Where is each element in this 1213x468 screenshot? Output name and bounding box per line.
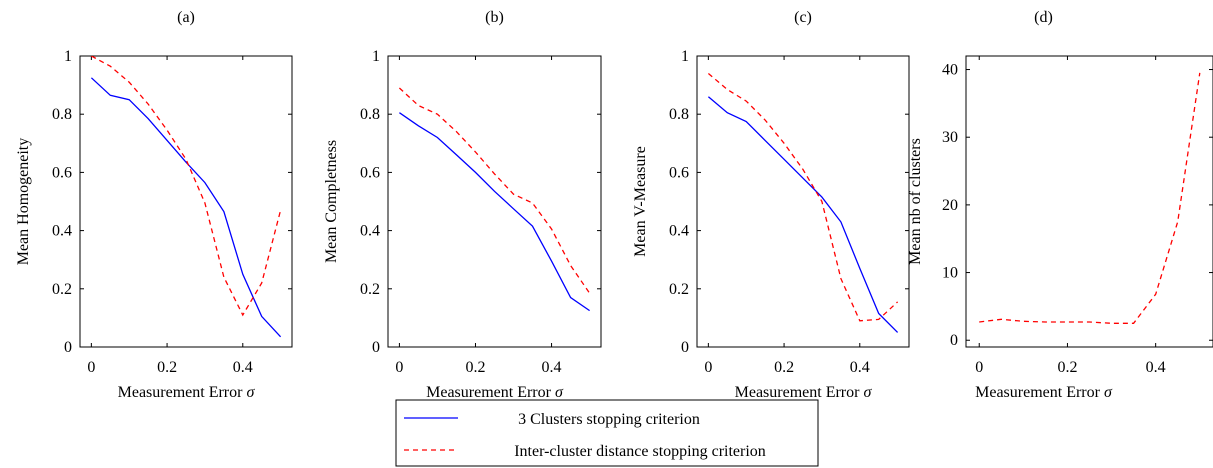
x-tick-label-0: 0 <box>704 359 712 376</box>
y-tick-label-0-4: 0.4 <box>669 223 689 240</box>
chart-title: (d) <box>1034 9 1053 26</box>
x-axis-label: Measurement Error σ <box>975 384 1113 401</box>
chart-title: (b) <box>485 9 504 26</box>
x-tick-label-0-4: 0.4 <box>850 359 870 376</box>
series-line-three-clusters <box>399 112 590 312</box>
y-tick-label-0-6: 0.6 <box>52 164 72 181</box>
chart-3: (c) 0 0.2 0.4 0 0.2 0.4 0.6 0.8 1 Measurement Erro… <box>632 9 910 401</box>
legend-label-inter-cluster: Inter-cluster distance stopping criterio… <box>514 443 766 460</box>
chart-title: (c) <box>794 9 812 26</box>
series-line-inter-cluster <box>91 56 282 317</box>
y-tick-label-0-4: 0.4 <box>360 223 380 240</box>
legend-label-3-clusters: 3 Clusters stopping criterion <box>518 411 700 428</box>
chart-4: (d) 0 0.2 0.4 0 10 20 30 40 Measurement Error σ Me… <box>907 9 1213 401</box>
x-axis-label: Measurement Error σ <box>118 384 256 401</box>
y-tick-label-0-2: 0.2 <box>669 281 689 298</box>
x-tick-label-0-4: 0.4 <box>1146 359 1166 376</box>
y-tick-label-0-4: 0.4 <box>52 223 72 240</box>
charts: (a) 0 0.2 0.4 0 0.2 0.4 0.6 0.8 1 Measurement Erro… <box>15 9 1213 401</box>
series-line-three-clusters <box>90 77 282 338</box>
y-tick-label-40: 40 <box>942 62 958 79</box>
legend-box <box>395 399 819 467</box>
y-axis-label: Mean V-Measure <box>632 146 649 257</box>
y-tick-label-0-8: 0.8 <box>360 106 380 123</box>
y-tick-label-0: 0 <box>372 339 380 356</box>
x-tick-label-0: 0 <box>975 359 983 376</box>
y-tick-label-0: 0 <box>64 339 72 356</box>
plot-frame <box>965 55 1213 348</box>
y-tick-label-30: 30 <box>942 129 958 146</box>
chart-title: (a) <box>177 9 195 26</box>
x-tick-label-0-2: 0.2 <box>465 359 485 376</box>
series-line-three-clusters <box>707 96 899 333</box>
x-axis-label: Measurement Error σ <box>426 384 564 401</box>
series-line-inter-cluster <box>979 72 1201 324</box>
plot-frame <box>696 55 910 348</box>
legend: 3 Clusters stopping criterion Inter-clus… <box>395 399 819 467</box>
chart-2: (b) 0 0.2 0.4 0 0.2 0.4 0.6 0.8 1 Measurement Erro… <box>323 9 602 401</box>
x-tick-label-0-2: 0.2 <box>1057 359 1077 376</box>
x-tick-label-0-2: 0.2 <box>157 359 177 376</box>
y-tick-label-0: 0 <box>950 332 958 349</box>
series-line-inter-cluster <box>707 73 899 322</box>
x-tick-label-0: 0 <box>395 359 403 376</box>
series-line-inter-cluster <box>398 87 591 294</box>
y-tick-label-20: 20 <box>942 197 958 214</box>
x-tick-label-0-4: 0.4 <box>542 359 562 376</box>
x-tick-label-0: 0 <box>87 359 95 376</box>
y-tick-label-10: 10 <box>942 265 958 282</box>
y-tick-label-0-6: 0.6 <box>360 164 380 181</box>
plot-frame <box>387 55 602 348</box>
y-tick-label-1: 1 <box>372 48 380 65</box>
chart-1: (a) 0 0.2 0.4 0 0.2 0.4 0.6 0.8 1 Measurement Erro… <box>15 9 293 401</box>
y-tick-label-0-2: 0.2 <box>360 281 380 298</box>
x-tick-label-0-2: 0.2 <box>774 359 794 376</box>
y-axis-label: Mean Homogeneity <box>15 138 32 266</box>
y-axis-label: Mean Completness <box>323 140 340 263</box>
y-tick-label-1: 1 <box>681 48 689 65</box>
y-tick-label-0-6: 0.6 <box>669 164 689 181</box>
y-tick-label-1: 1 <box>64 48 72 65</box>
y-tick-label-0-8: 0.8 <box>669 106 689 123</box>
y-tick-label-0-8: 0.8 <box>52 106 72 123</box>
y-axis-label: Mean nb of clusters <box>907 138 924 265</box>
y-tick-label-0-2: 0.2 <box>52 281 72 298</box>
x-tick-label-0-4: 0.4 <box>233 359 253 376</box>
x-axis-label: Measurement Error σ <box>735 384 873 401</box>
y-tick-label-0: 0 <box>681 339 689 356</box>
plot-frame <box>79 55 293 348</box>
